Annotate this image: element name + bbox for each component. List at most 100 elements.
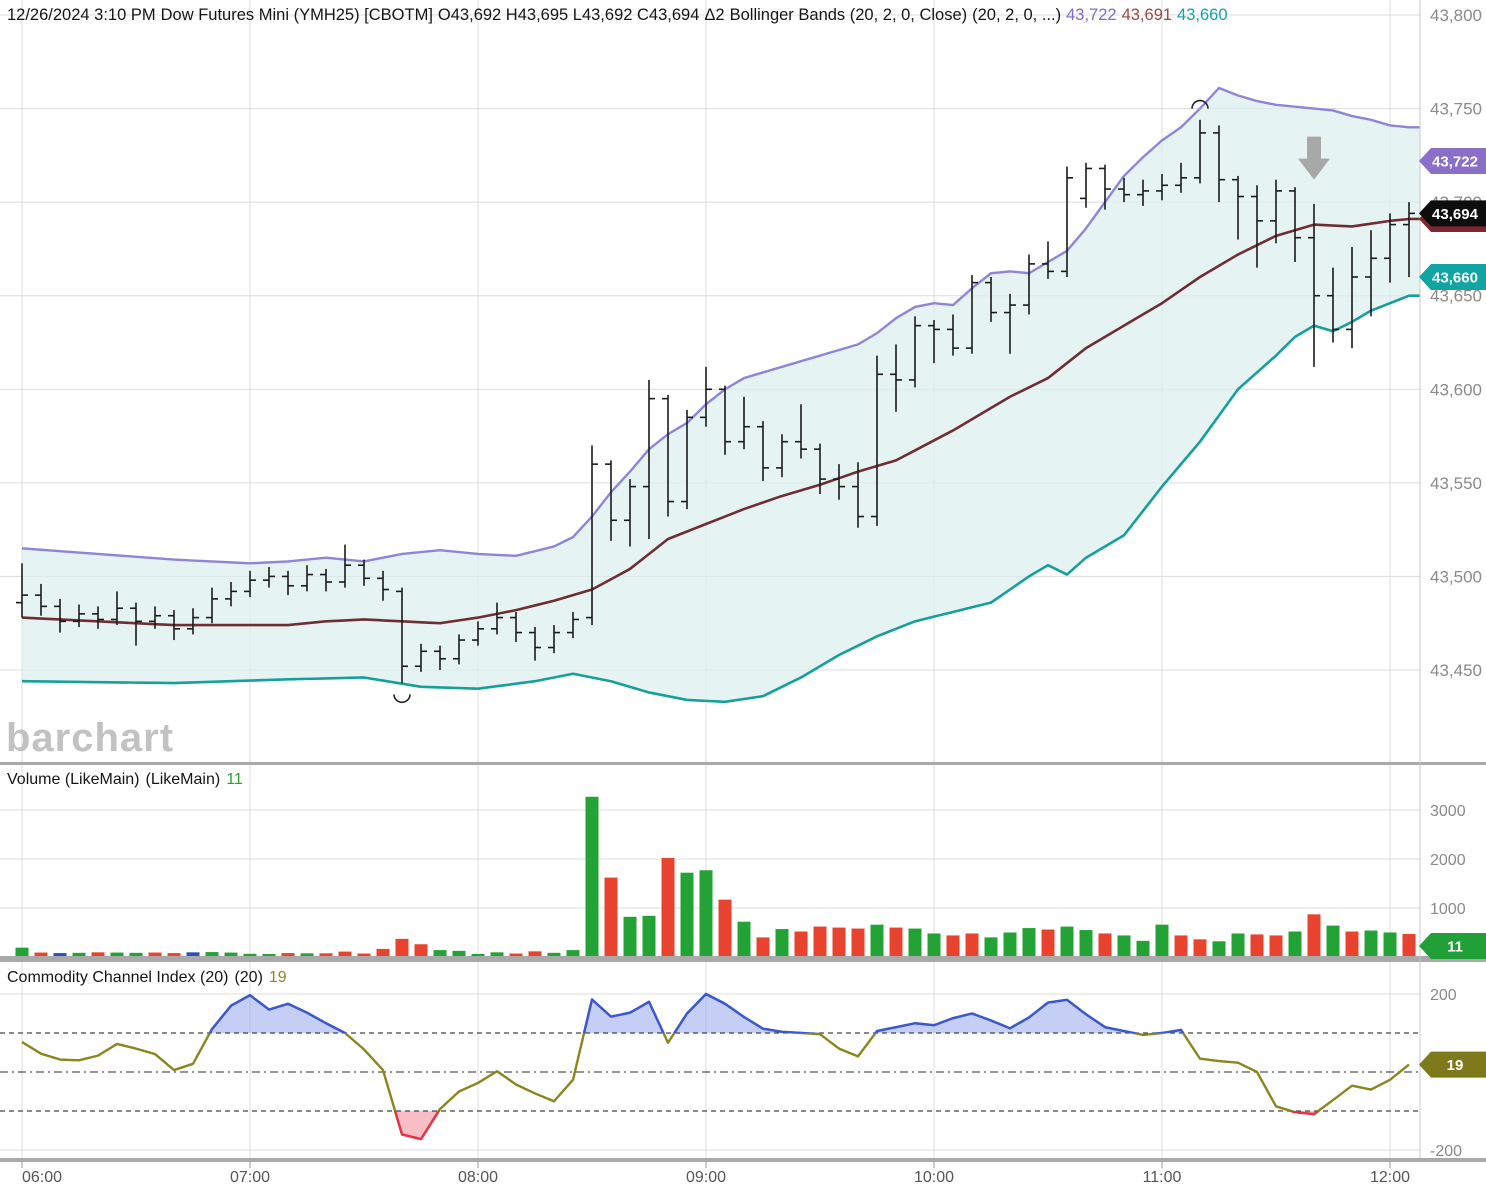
volume-bar: [927, 933, 941, 956]
volume-bar: [1364, 930, 1378, 956]
low-marker-icon: [393, 694, 411, 704]
volume-badge[interactable]: [1419, 933, 1486, 959]
volume-bar: [262, 954, 276, 956]
volume-bar: [1136, 940, 1150, 956]
header-bb-middle-value: 43,691: [1121, 6, 1173, 24]
header-indicator[interactable]: Bollinger Bands (20, 2, 0, Close): [729, 6, 968, 24]
price-axis-label: 43,800: [1430, 6, 1482, 25]
header-bb-lower-value: 43,660: [1177, 6, 1228, 24]
time-axis-label: 06:00: [22, 1169, 62, 1186]
volume-bar: [1193, 939, 1207, 956]
volume-bar: [566, 950, 580, 956]
volume-bar: [1250, 934, 1264, 956]
volume-bar: [984, 937, 998, 956]
cci-plot: [0, 992, 1420, 1141]
bollinger-middle-line: [21, 217, 1420, 627]
price-axis-label: 43,500: [1430, 567, 1482, 586]
volume-bar: [72, 952, 86, 956]
volume-label-2[interactable]: (LikeMain): [145, 771, 221, 788]
volume-bar: [737, 921, 751, 956]
volume-bar: [1326, 925, 1340, 956]
cci-badge[interactable]: [1419, 1051, 1486, 1078]
volume-bar: [1003, 932, 1017, 956]
volume-bar: [642, 915, 656, 956]
volume-bar: [1098, 933, 1112, 956]
svg-text:43,660: 43,660: [1432, 269, 1478, 286]
header-ohlc: O43,692 H43,695 L43,692 C43,694: [437, 6, 700, 24]
bollinger-lower-line: [21, 294, 1420, 704]
volume-bar: [547, 952, 561, 956]
header-indicator-params[interactable]: (20, 2, 0, ...): [972, 6, 1062, 24]
cci-label-2[interactable]: (20): [234, 969, 263, 986]
volume-bar: [889, 927, 903, 956]
volume-bar: [53, 953, 67, 956]
volume-bar: [680, 872, 694, 956]
volume-bar: [1307, 914, 1321, 956]
bollinger-fill: [22, 87, 1420, 702]
time-axis-label: 10:00: [914, 1169, 954, 1186]
volume-bar: [509, 953, 523, 956]
volume-bar: [110, 952, 124, 956]
volume-bar: [1060, 926, 1074, 956]
volume-bar: [813, 926, 827, 956]
volume-bar: [224, 952, 238, 956]
volume-bar: [281, 953, 295, 956]
down-arrow-icon: [1298, 136, 1330, 180]
volume-bar: [1269, 935, 1283, 956]
time-axis-label: 12:00: [1370, 1169, 1410, 1186]
volume-bar: [1383, 932, 1397, 956]
price-axis-label: 43,600: [1430, 380, 1482, 399]
volume-bar: [414, 944, 428, 956]
volume-bar: [1288, 931, 1302, 956]
volume-axis-label: 2000: [1430, 852, 1466, 869]
header-bb-upper-value: 43,722: [1066, 6, 1117, 24]
volume-bar: [319, 953, 333, 956]
volume-bar: [205, 952, 219, 956]
volume-bar: [15, 947, 29, 956]
axis-badges: 43,722 43,694 43,660 11 19: [1419, 147, 1486, 1078]
high-marker-icon: [1191, 99, 1209, 109]
volume-bar: [794, 931, 808, 956]
volume-label[interactable]: Volume (LikeMain): [7, 771, 140, 788]
cci-current-value: 19: [268, 969, 287, 986]
volume-bar: [661, 858, 675, 956]
volume-bar: [1079, 930, 1093, 956]
time-axis-label: 11:00: [1143, 1169, 1182, 1186]
volume-bar: [870, 924, 884, 956]
cci-axis-label: 200: [1430, 987, 1457, 1004]
time-axis-label: 07:00: [230, 1169, 270, 1186]
price-markers: [393, 99, 1330, 704]
volume-bar: [832, 927, 846, 956]
volume-bar: [376, 948, 390, 956]
volume-axis-label: 3000: [1430, 803, 1466, 820]
volume-bar: [585, 796, 599, 956]
volume-bar: [775, 929, 789, 956]
cci-line-overbought: [208, 992, 1185, 1033]
price-axis-label: 43,550: [1430, 474, 1482, 493]
volume-bar: [186, 952, 200, 956]
volume-bar: [1212, 941, 1226, 956]
volume-bar: [148, 952, 162, 956]
volume-bar: [718, 899, 732, 956]
cci-label[interactable]: Commodity Channel Index (20): [7, 969, 229, 986]
volume-bar: [1345, 931, 1359, 956]
volume-bar: [965, 933, 979, 956]
header-symbol: Dow Futures Mini (YMH25) [CBOTM]: [160, 6, 433, 24]
chart-header: 12/26/2024 3:10 PM Dow Futures Mini (YMH2…: [7, 6, 1233, 25]
bb-upper-badge[interactable]: [1419, 147, 1486, 174]
volume-bar: [1117, 935, 1131, 956]
volume-bar: [338, 951, 352, 956]
bb-lower-badge[interactable]: [1419, 263, 1486, 290]
cci-overbought-fill: [22, 994, 1409, 1033]
volume-bars: [15, 796, 1416, 956]
time-axis-label: 09:00: [686, 1169, 726, 1186]
volume-bar: [167, 953, 181, 956]
last-price-badge[interactable]: [1419, 200, 1486, 227]
volume-bar: [490, 952, 504, 956]
volume-bar: [1402, 933, 1416, 956]
svg-text:19: 19: [1447, 1057, 1464, 1074]
volume-bar: [908, 928, 922, 956]
svg-text:43,694: 43,694: [1432, 206, 1479, 223]
